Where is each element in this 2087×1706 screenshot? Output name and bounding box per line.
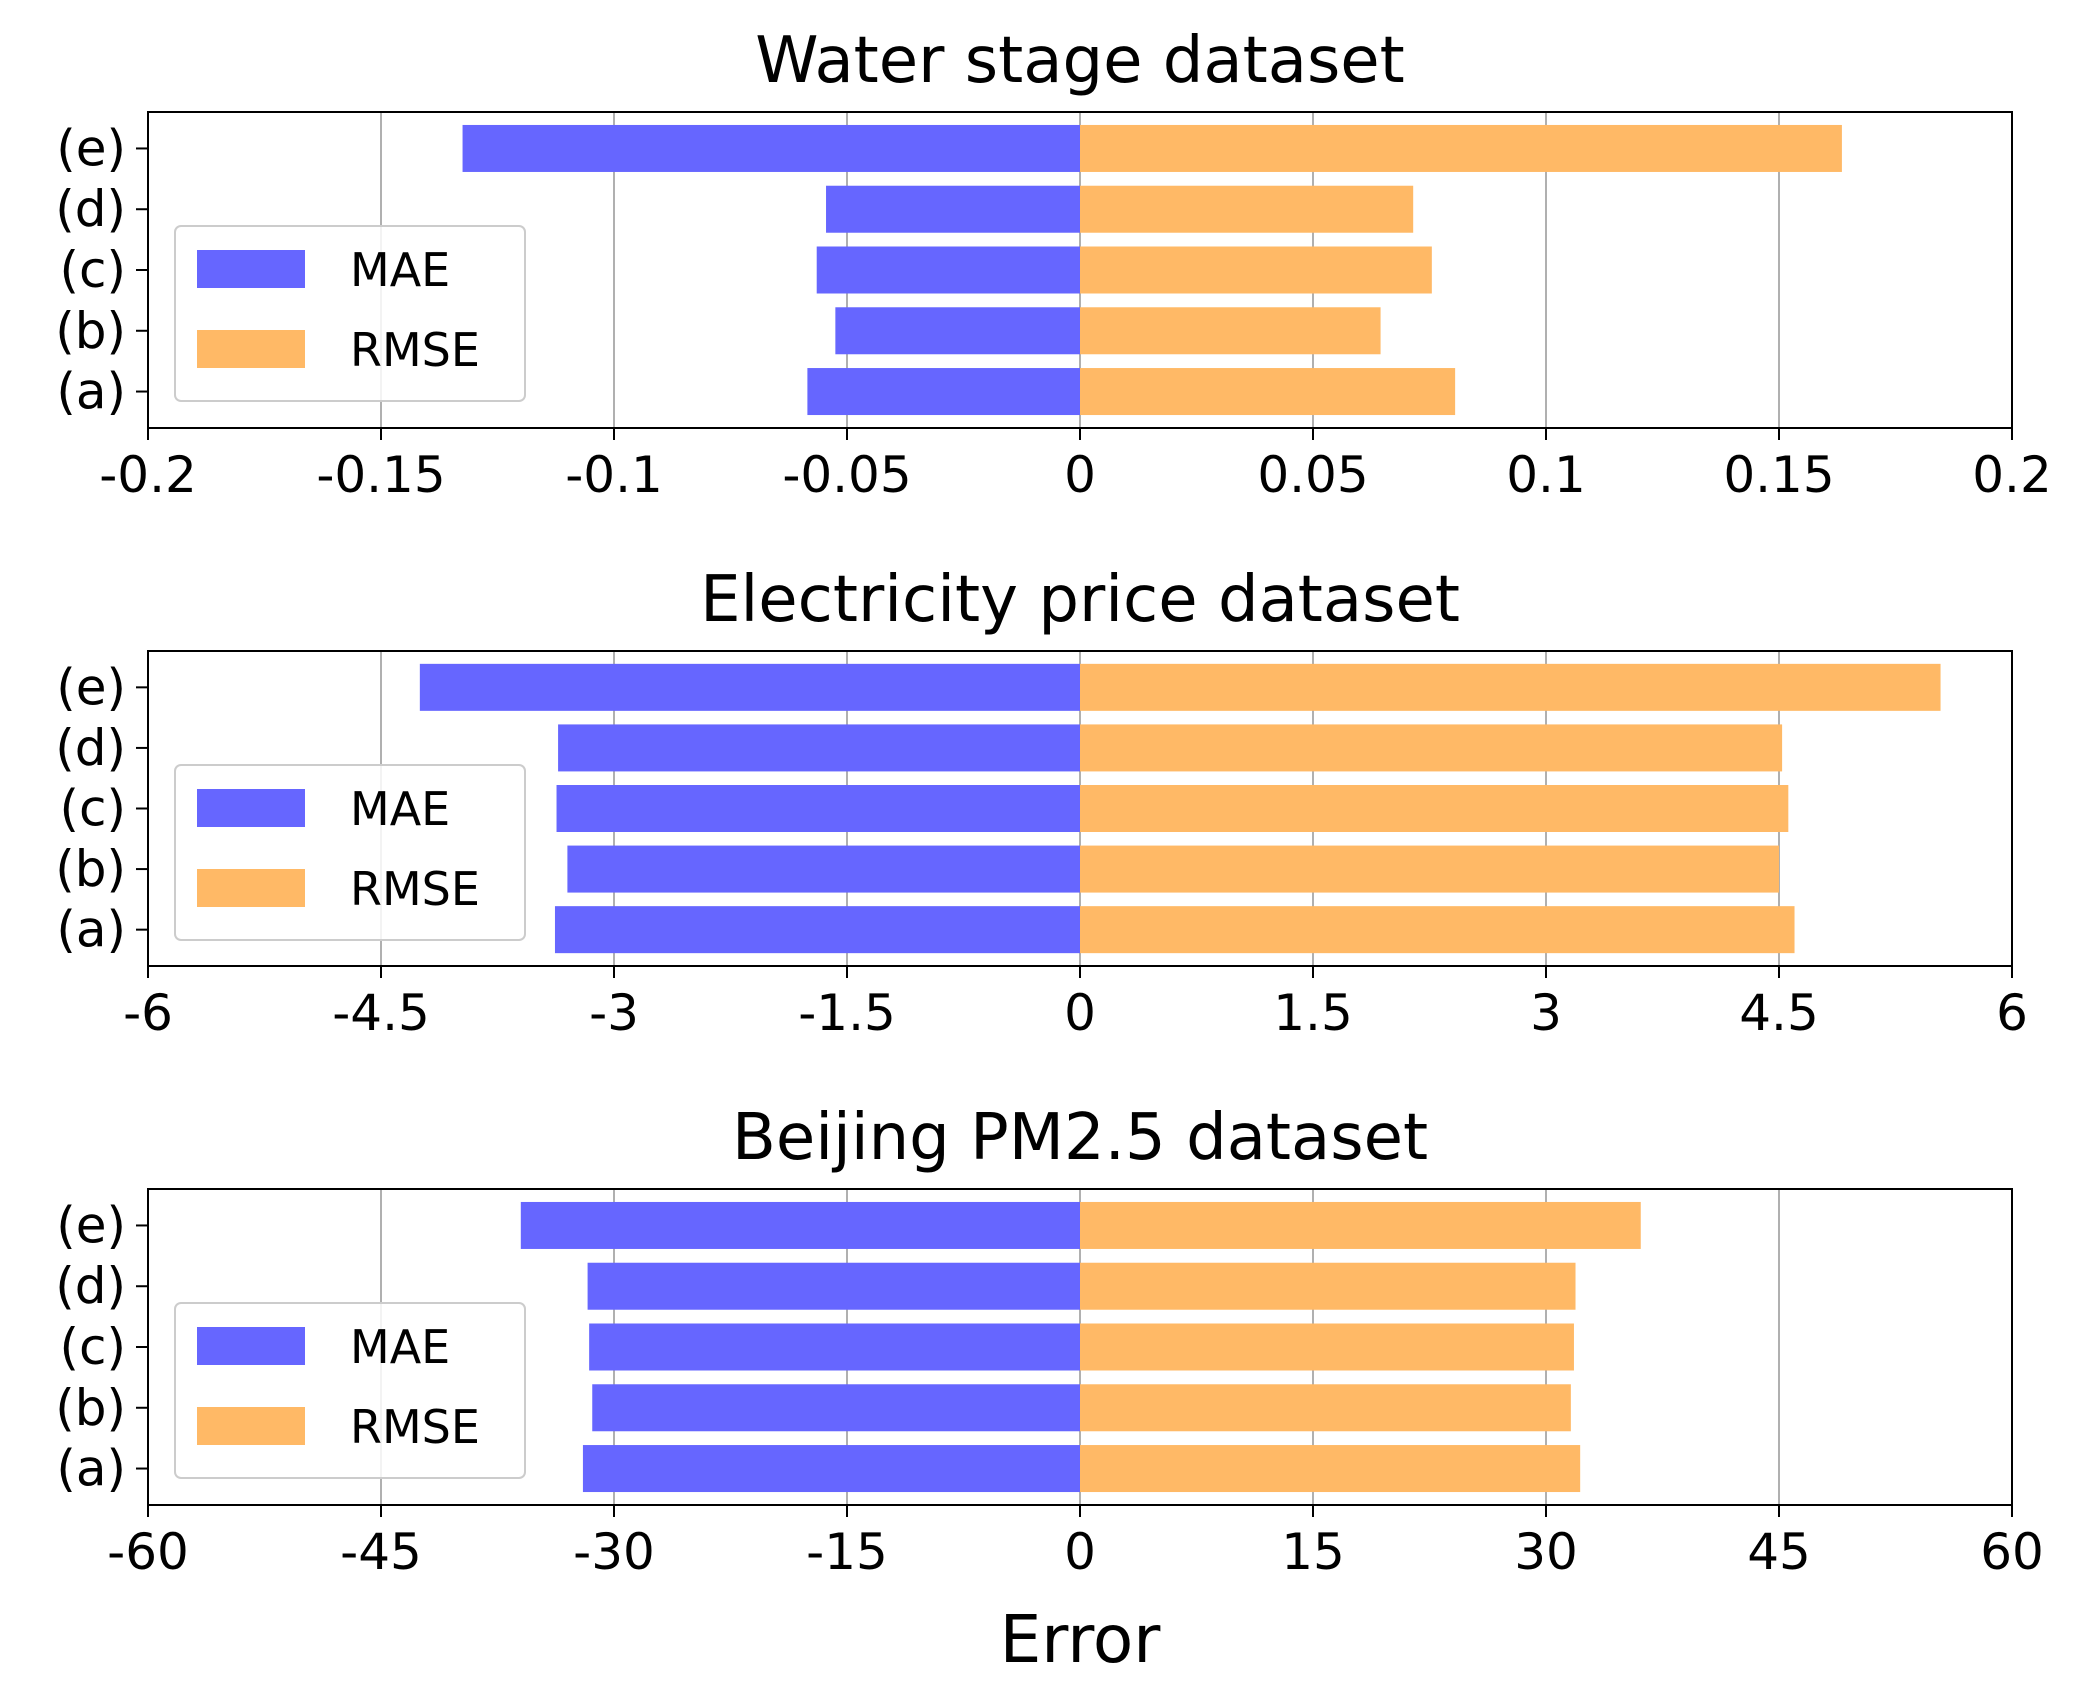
bar-mae-c	[589, 1323, 1080, 1371]
x-tick-label: 4.5	[1739, 984, 1819, 1042]
x-tick-label: -4.5	[332, 984, 430, 1042]
bar-rmse-e	[1080, 663, 1941, 711]
bar-mae-a	[582, 1445, 1080, 1493]
bar-mae-e	[520, 1201, 1080, 1249]
bar-mae-a	[807, 368, 1080, 416]
x-tick-label: 0	[1064, 1523, 1096, 1581]
y-tick-label: (b)	[55, 1379, 126, 1437]
x-tick-label: -0.15	[316, 446, 445, 504]
x-tick-label: 0.15	[1723, 446, 1834, 504]
x-tick-label: -0.2	[99, 446, 197, 504]
legend-label-rmse: RMSE	[350, 1400, 480, 1454]
legend-label-mae: MAE	[350, 1320, 450, 1374]
legend: MAE RMSE	[174, 225, 526, 402]
y-tick-label: (c)	[59, 1318, 126, 1376]
bar-rmse-d	[1080, 724, 1783, 772]
legend-swatch-mae	[197, 250, 305, 288]
x-tick-label: 1.5	[1273, 984, 1353, 1042]
bar-mae-b	[567, 845, 1080, 893]
y-tick-label: (a)	[56, 363, 126, 421]
x-tick-label: 3	[1530, 984, 1562, 1042]
y-tick-label: (e)	[56, 1196, 126, 1254]
legend-swatch-rmse	[197, 1407, 305, 1445]
x-tick-label: 6	[1996, 984, 2028, 1042]
x-tick-label: 0	[1064, 446, 1096, 504]
bar-mae-d	[558, 724, 1080, 772]
y-tick-label: (b)	[55, 840, 126, 898]
y-tick-label: (d)	[55, 180, 126, 238]
y-tick-label: (a)	[56, 901, 126, 959]
bar-mae-d	[826, 185, 1080, 233]
bar-mae-a	[554, 906, 1080, 954]
y-tick-label: (d)	[55, 719, 126, 777]
bar-rmse-a	[1080, 1445, 1581, 1493]
bar-rmse-d	[1080, 185, 1414, 233]
subplot-2: Electricity price dataset -6 -4.5 -3 -1.5 0 1.…	[55, 563, 2028, 1042]
legend-swatch-rmse	[197, 330, 305, 368]
x-tick-label: -15	[806, 1523, 888, 1581]
legend-swatch-mae	[197, 789, 305, 827]
subplot-1: Water stage dataset -0.2 -0.15 -0.1 -0.05 0 0.…	[55, 24, 2052, 504]
x-tick-label: -6	[123, 984, 173, 1042]
x-tick-label: -0.1	[565, 446, 663, 504]
y-tick-label: (c)	[59, 241, 126, 299]
legend: MAE RMSE	[174, 764, 526, 941]
bar-rmse-b	[1080, 1384, 1571, 1432]
bar-mae-b	[592, 1384, 1080, 1432]
x-tick-label: 60	[1980, 1523, 2044, 1581]
x-tick-label: 0.05	[1257, 446, 1368, 504]
legend-label-rmse: RMSE	[350, 323, 480, 377]
chart-title: Water stage dataset	[755, 24, 1405, 98]
x-tick-label: -45	[340, 1523, 422, 1581]
bar-rmse-c	[1080, 785, 1789, 832]
bar-rmse-c	[1080, 246, 1432, 294]
legend-swatch-mae	[197, 1327, 305, 1365]
x-tick-label: 45	[1747, 1523, 1811, 1581]
x-tick-label: 0.1	[1506, 446, 1586, 504]
x-tick-label: 0.2	[1972, 446, 2052, 504]
subplot-3: Beijing PM2.5 dataset -60 -45 -30 -15 0 15 30 45…	[55, 1101, 2044, 1581]
bar-mae-e	[462, 124, 1080, 172]
legend-label-rmse: RMSE	[350, 862, 480, 916]
y-tick-label: (e)	[56, 119, 126, 177]
x-tick-label: 0	[1064, 984, 1096, 1042]
legend-label-mae: MAE	[350, 782, 450, 836]
chart-title: Electricity price dataset	[700, 563, 1460, 637]
x-tick-label: -60	[107, 1523, 189, 1581]
bar-rmse-c	[1080, 1323, 1574, 1371]
x-tick-label: -1.5	[798, 984, 896, 1042]
y-tick-label: (c)	[59, 780, 126, 838]
bar-mae-d	[587, 1262, 1080, 1310]
chart-title: Beijing PM2.5 dataset	[732, 1101, 1428, 1175]
bar-mae-b	[835, 307, 1080, 355]
bar-rmse-d	[1080, 1262, 1576, 1310]
y-tick-label: (b)	[55, 302, 126, 360]
bar-mae-c	[816, 246, 1080, 294]
legend-label-mae: MAE	[350, 243, 450, 297]
y-tick-label: (a)	[56, 1440, 126, 1498]
bar-rmse-b	[1080, 307, 1381, 355]
bar-rmse-a	[1080, 906, 1795, 954]
y-tick-label: (d)	[55, 1257, 126, 1315]
y-tick-label: (e)	[56, 658, 126, 716]
bar-rmse-b	[1080, 845, 1779, 893]
bar-mae-c	[556, 785, 1080, 832]
x-tick-label: 30	[1514, 1523, 1578, 1581]
x-tick-label: -3	[589, 984, 639, 1042]
bar-mae-e	[419, 663, 1080, 711]
bar-rmse-a	[1080, 368, 1456, 416]
x-tick-label: -30	[573, 1523, 655, 1581]
bar-rmse-e	[1080, 124, 1842, 172]
x-tick-label: -0.05	[782, 446, 911, 504]
x-tick-label: 15	[1281, 1523, 1345, 1581]
bar-rmse-e	[1080, 1201, 1641, 1249]
x-axis-label: Error	[1000, 1601, 1162, 1678]
legend-swatch-rmse	[197, 869, 305, 907]
legend: MAE RMSE	[174, 1302, 526, 1479]
